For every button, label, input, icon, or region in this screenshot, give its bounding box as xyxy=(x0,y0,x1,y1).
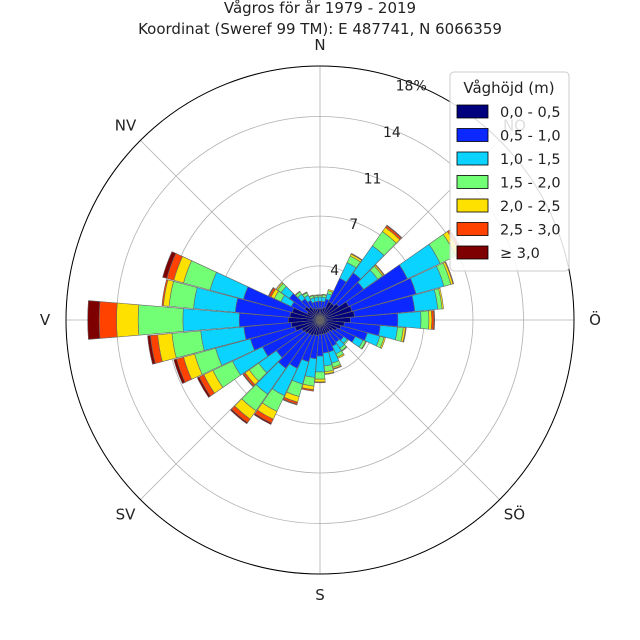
polar-frame xyxy=(65,65,575,575)
direction-label: SÖ xyxy=(504,504,525,523)
rose-bar-segment xyxy=(433,310,436,330)
legend-swatch xyxy=(456,198,489,213)
rose-bar-segment xyxy=(386,224,403,239)
legend-label: 0,0 - 0,5 xyxy=(500,105,561,121)
direction-label: N xyxy=(314,36,325,54)
rose-bar-segment xyxy=(361,341,367,350)
rose-bar-segment xyxy=(301,291,308,296)
grid-spoke xyxy=(319,319,500,500)
rose-bar-segment xyxy=(314,371,326,380)
direction-label: SV xyxy=(116,505,137,523)
radial-tick-label: 11 xyxy=(364,172,382,188)
rose-bar-segment xyxy=(87,300,101,340)
legend-title: Våghöjd (m) xyxy=(463,79,554,97)
direction-label: Ö xyxy=(589,310,601,329)
radial-tick-label: 18% xyxy=(396,78,427,94)
legend-label: 1,5 - 2,0 xyxy=(500,176,561,192)
rose-bar-segment xyxy=(317,296,323,302)
legend-label: 2,0 - 2,5 xyxy=(500,199,561,215)
outer-circle xyxy=(65,65,575,575)
rose-bar-segment xyxy=(324,371,335,375)
direction-label: V xyxy=(40,311,51,329)
rose-bar-segment xyxy=(420,310,430,330)
legend-box xyxy=(449,71,570,272)
legend-label: ≥ 3,0 xyxy=(500,246,540,262)
rose-bar-segment xyxy=(173,358,186,384)
rose-bar-segment xyxy=(294,290,301,296)
legend-swatch xyxy=(456,151,489,166)
rose-bar-segment xyxy=(253,413,272,425)
chart-title: Vågros för år 1979 - 2019 xyxy=(224,0,416,17)
rose-bar-segment xyxy=(315,355,325,373)
rose-bar-segment xyxy=(317,294,323,296)
radial-tick-label: 7 xyxy=(349,217,358,233)
rose-bar-segment xyxy=(161,279,169,307)
rose-bar-segment xyxy=(147,335,156,365)
rose-bar-segment xyxy=(397,311,422,329)
radial-tick-label: 14 xyxy=(383,125,401,141)
radial-tick-label: 4 xyxy=(330,263,339,279)
rose-bar-segment xyxy=(314,378,326,383)
rose-bar-segment xyxy=(242,373,254,388)
legend-label: 2,5 - 3,0 xyxy=(500,223,561,239)
direction-label: NV xyxy=(115,117,137,135)
rose-bar-segment xyxy=(268,287,275,297)
chart-subtitle: Koordinat (Sweref 99 TM): E 487741, N 60… xyxy=(138,20,502,38)
legend-swatch xyxy=(456,222,489,236)
direction-label: S xyxy=(315,586,325,604)
rose-bar-segment xyxy=(137,304,184,336)
rose-bar-segment xyxy=(162,251,177,279)
legend-label: 0,5 - 1,0 xyxy=(500,129,561,145)
rose-bar-segment xyxy=(332,365,342,370)
rose-bar-segment xyxy=(301,387,314,392)
rose-bars xyxy=(87,224,464,425)
rose-bar-segment xyxy=(402,327,407,343)
rose-bar-segment xyxy=(308,294,314,298)
rose-bar-segment xyxy=(196,376,211,398)
legend-swatch xyxy=(456,104,489,119)
rose-bar-segment xyxy=(438,287,444,310)
legend-items: 0,0 - 0,5 0,5 - 1,0 1,0 - 1,5 1,5 - 2,0 2,0 … xyxy=(456,104,561,262)
rose-bar-segment xyxy=(313,294,319,297)
rose-bar-segment xyxy=(379,337,386,349)
legend-swatch xyxy=(456,245,489,260)
legend-label: 1,0 - 1,5 xyxy=(500,152,561,168)
rose-bar-segment xyxy=(275,281,284,291)
rose-bar-segment xyxy=(98,301,118,339)
rose-bar-segment xyxy=(282,398,298,406)
legend-swatch xyxy=(456,128,489,142)
rose-bar-segment xyxy=(444,261,455,285)
legend-swatch xyxy=(456,175,489,189)
rose-bar-segment xyxy=(374,264,385,276)
rose-bar-segment xyxy=(350,253,363,261)
legend: Våghöjd (m) 0,0 - 0,5 0,5 - 1,0 1,0 - 1,5 1… xyxy=(449,71,570,272)
direction-labels: NNOÖSÖSSVVNV xyxy=(40,36,601,604)
rose-bar-segment xyxy=(314,381,326,384)
radial-tick-labels: 4 7 11 14 18% xyxy=(330,78,427,279)
rose-bar-segment xyxy=(116,302,140,338)
rose-bar-segment xyxy=(230,408,249,425)
